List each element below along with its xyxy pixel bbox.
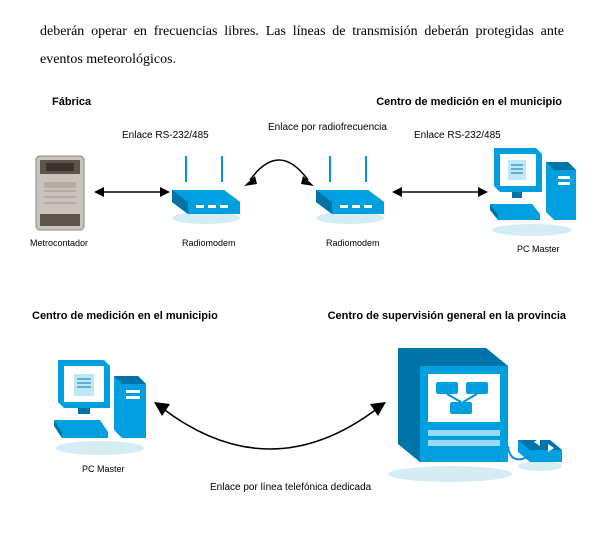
label-centro-medicion-2: Centro de medición en el municipio: [32, 310, 218, 322]
diagram-bottom: Centro de medición en el municipio Centr…: [0, 284, 604, 504]
label-enlace-rf: Enlace por radiofrecuencia: [268, 122, 387, 133]
meter-icon: [34, 154, 92, 236]
page: deberán operar en frecuencias libres. La…: [0, 0, 604, 504]
diagram-top: Fábrica Centro de medición en el municip…: [0, 84, 604, 284]
arrow-rf: [240, 136, 318, 192]
label-enlace-rs-right: Enlace RS-232/485: [414, 130, 501, 141]
label-enlace-rs-left: Enlace RS-232/485: [122, 130, 209, 141]
label-radiomodem-2: Radiomodem: [326, 238, 380, 248]
pc-master-2-icon: [52, 354, 152, 456]
label-enlace-telefonico: Enlace por línea telefónica dedicada: [210, 482, 371, 493]
pc-master-1-icon: [488, 142, 580, 238]
label-pc-master-2: PC Master: [82, 464, 125, 474]
radiomodem-2-icon: [312, 156, 390, 226]
paragraph: deberán operar en frecuencias libres. La…: [0, 0, 604, 84]
label-fabrica: Fábrica: [52, 96, 91, 108]
arrow-radiomodem-pc: [392, 182, 488, 202]
label-metrocontador: Metrocontador: [30, 238, 88, 248]
server-rack-icon: [380, 336, 580, 486]
arrow-telephone-link: [150, 394, 390, 478]
radiomodem-1-icon: [168, 156, 246, 226]
arrow-meter-radiomodem: [94, 182, 170, 202]
label-centro-medicion: Centro de medición en el municipio: [376, 96, 562, 108]
label-radiomodem-1: Radiomodem: [182, 238, 236, 248]
label-centro-supervision: Centro de supervisión general en la prov…: [328, 310, 566, 322]
label-pc-master-1: PC Master: [517, 244, 560, 254]
